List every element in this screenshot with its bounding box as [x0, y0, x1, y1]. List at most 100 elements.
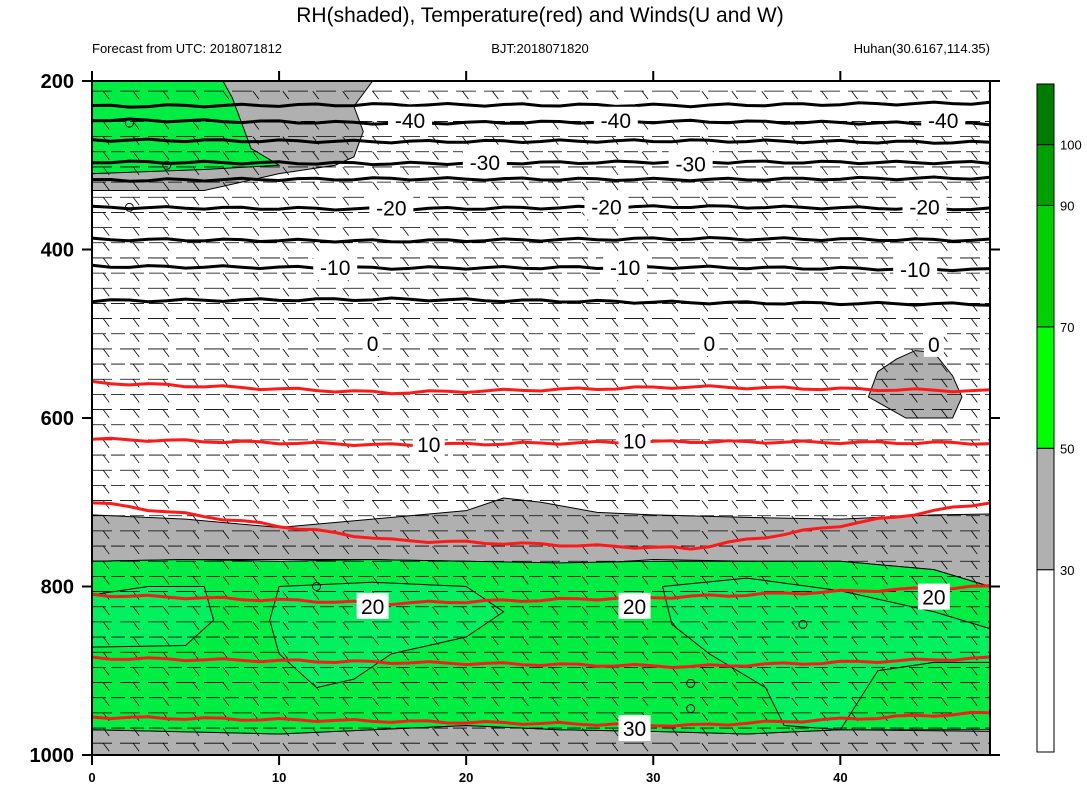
- wind-barb: [312, 621, 320, 631]
- wind-barb: [252, 576, 260, 585]
- wind-barb: [222, 606, 230, 615]
- wind-barb: [881, 257, 888, 267]
- wind-barb: [132, 545, 140, 555]
- wind-barb: [432, 606, 439, 615]
- wind-barb: [492, 394, 499, 403]
- wind-barb: [881, 242, 888, 251]
- wind-barb: [132, 727, 140, 737]
- wind-barb: [521, 621, 529, 631]
- wind-barb: [492, 90, 499, 100]
- wind-barb: [132, 227, 140, 236]
- colorbar-label: 50: [1060, 441, 1074, 456]
- wind-barb: [102, 181, 110, 191]
- wind-barb: [162, 485, 170, 494]
- wind-barb: [821, 682, 828, 691]
- wind-barb: [821, 606, 828, 615]
- wind-barb: [222, 621, 230, 631]
- wind-barb: [432, 394, 439, 403]
- wind-barb: [312, 545, 320, 555]
- contour-label: 10: [417, 434, 440, 457]
- wind-barb: [102, 227, 110, 236]
- wind-barb: [432, 500, 439, 509]
- wind-barb: [731, 242, 739, 251]
- wind-barb: [192, 485, 200, 494]
- wind-barb: [731, 727, 739, 737]
- wind-barb: [970, 227, 978, 236]
- wind-barb: [641, 621, 649, 631]
- wind-barb: [252, 288, 260, 297]
- wind-barb: [132, 363, 140, 373]
- wind-barb: [432, 333, 439, 342]
- contour-label-bg: [902, 193, 947, 220]
- wind-barb: [641, 682, 649, 691]
- wind-barb: [941, 576, 948, 585]
- wind-barb: [911, 454, 918, 464]
- wind-barb: [252, 303, 260, 312]
- wind-barb: [102, 151, 110, 161]
- colorbar-label: 100: [1060, 138, 1082, 153]
- wind-barb: [162, 348, 170, 358]
- wind-barb: [162, 424, 170, 433]
- wind-barb: [342, 606, 350, 615]
- wind-barb: [701, 318, 709, 327]
- wind-barb: [851, 530, 858, 540]
- wind-barb: [132, 257, 140, 267]
- wind-barb: [462, 181, 469, 191]
- wind-barb: [521, 257, 529, 267]
- wind-barb: [671, 621, 679, 631]
- wind-barb: [312, 454, 320, 464]
- wind-barb: [462, 576, 469, 585]
- wind-barb: [701, 181, 709, 191]
- wind-barb: [551, 288, 559, 297]
- subtitle-right: Huhan(30.6167,114.35): [854, 41, 990, 56]
- wind-barb: [162, 318, 170, 327]
- y-tick-label: 800: [41, 577, 74, 599]
- wind-barb: [192, 530, 200, 540]
- temperature-contour-black: [91, 263, 991, 273]
- temperature-contour-red: [91, 379, 991, 396]
- wind-barb: [162, 530, 170, 540]
- wind-barb: [162, 667, 170, 676]
- wind-barb: [312, 409, 320, 418]
- wind-barb: [432, 288, 439, 297]
- wind-barb: [192, 742, 200, 752]
- wind-barb: [521, 606, 529, 615]
- wind-barb: [132, 485, 140, 494]
- wind-barb: [611, 500, 619, 509]
- wind-barb: [192, 621, 200, 631]
- wind-barb: [701, 697, 709, 706]
- wind-barb: [102, 394, 110, 403]
- wind-barb: [312, 727, 320, 737]
- wind-barb: [252, 621, 260, 631]
- wind-barb: [881, 394, 888, 403]
- wind-barb: [492, 348, 499, 358]
- wind-barb: [372, 682, 379, 691]
- wind-barb: [581, 636, 589, 646]
- temperature-contour-black: [91, 204, 991, 212]
- wind-barb: [911, 500, 918, 509]
- wind-barb: [851, 485, 858, 494]
- wind-barb: [432, 591, 439, 600]
- wind-barb: [372, 90, 379, 100]
- contour-label-bg: [462, 148, 507, 175]
- wind-barb: [581, 318, 589, 327]
- wind-barb: [791, 151, 799, 161]
- wind-barb: [432, 363, 439, 373]
- wind-barb: [881, 576, 888, 585]
- wind-barb: [551, 181, 559, 191]
- contour-label-bg: [923, 330, 944, 357]
- wind-barb: [970, 530, 978, 540]
- wind-barb: [851, 212, 858, 221]
- wind-barb: [192, 667, 200, 676]
- contour-label: 20: [361, 596, 384, 619]
- wind-barb: [192, 257, 200, 267]
- wind-barb: [102, 121, 110, 130]
- wind-barb: [641, 348, 649, 358]
- wind-barb: [851, 591, 858, 600]
- wind-barb: [671, 333, 679, 342]
- wind-barb: [551, 727, 559, 737]
- wind-barb: [102, 682, 110, 691]
- y-tick-label: 200: [41, 71, 74, 93]
- wind-barb: [581, 469, 589, 479]
